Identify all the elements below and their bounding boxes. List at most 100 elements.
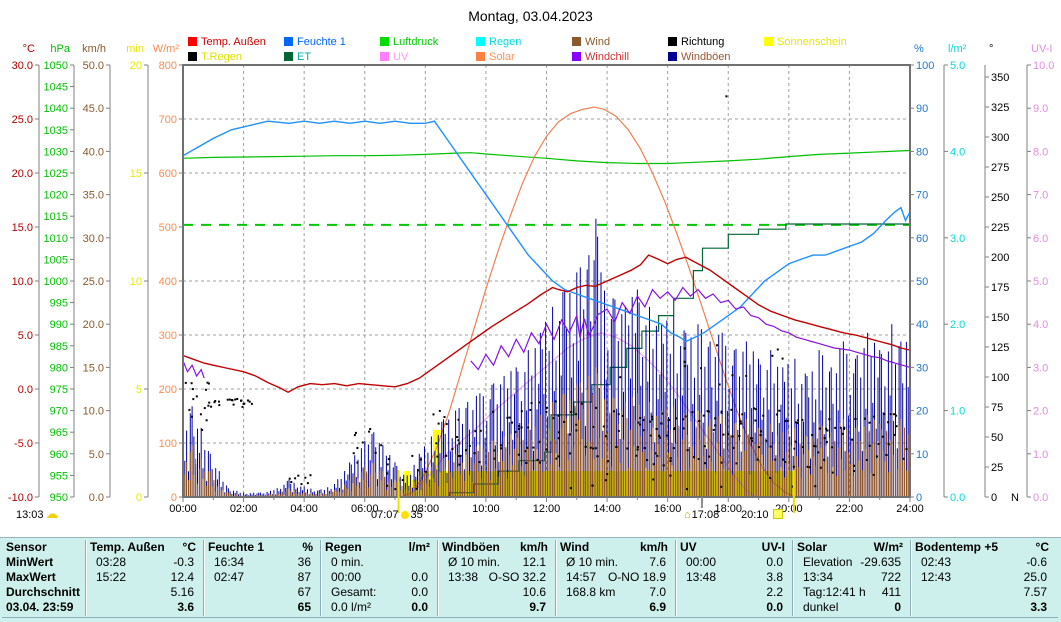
stat-label: 13:38 (448, 570, 479, 584)
svg-text:0.0: 0.0 (89, 492, 104, 504)
legend-label: Luftdruck (393, 36, 439, 48)
svg-text:5: 5 (136, 384, 142, 396)
svg-text:2.0: 2.0 (950, 319, 965, 331)
svg-text:350: 350 (991, 72, 1009, 84)
x-axis: 00:00 02:00 04:00 06:00 08:00 10:00 12:00 14:00… (169, 497, 924, 515)
column-title: Solar (797, 540, 828, 554)
svg-text:30.0: 30.0 (12, 60, 33, 72)
svg-text:995: 995 (50, 298, 68, 310)
svg-text:10: 10 (916, 449, 928, 461)
legend-item-uv: UV (380, 51, 408, 63)
stat-value: 36 (297, 555, 311, 569)
svg-text:150: 150 (991, 312, 1009, 324)
svg-text:1050: 1050 (44, 60, 68, 72)
svg-text:4.0: 4.0 (950, 146, 965, 158)
series-uv (406, 332, 756, 498)
svg-text:50.0: 50.0 (83, 60, 104, 72)
stat-value: 411 (881, 585, 901, 599)
axis-UVI: 0.0 1.0 2.0 3.0 4.0 5.0 6.0 7.0 8.0 9.0 10.0 UV-I (1026, 43, 1054, 504)
legend-label: ET (297, 51, 312, 63)
moon-time-label: 13:03 (16, 509, 44, 521)
svg-text:3.0: 3.0 (1033, 362, 1048, 374)
stat-label: Ø 10 min. (448, 555, 501, 569)
legend-color-swatch (380, 37, 389, 46)
legend-color-swatch (284, 52, 293, 61)
svg-text:5.0: 5.0 (18, 330, 33, 342)
stat-value: 0.0 (766, 555, 783, 569)
legend-color-swatch (764, 37, 773, 46)
legend-color-swatch (476, 37, 485, 46)
svg-text:990: 990 (50, 319, 68, 331)
svg-text:°: ° (989, 43, 993, 55)
legend-item-richtung: Richtung (668, 36, 724, 48)
stat-label: 13:34 (803, 570, 834, 584)
svg-text:90: 90 (916, 103, 928, 115)
svg-text:70: 70 (916, 190, 928, 202)
column-unit: °C (182, 540, 196, 554)
stat-label: 16:34 (214, 555, 245, 569)
row-header: MaxWert (6, 570, 56, 584)
stat-label: 00:00 (686, 555, 717, 569)
column-unit: W/m² (873, 540, 903, 554)
svg-text:5.0: 5.0 (950, 60, 965, 72)
svg-text:275: 275 (991, 162, 1009, 174)
column-unit: UV-I (761, 540, 785, 554)
legend-color-swatch (572, 52, 581, 61)
series-temp-au-en (182, 254, 911, 393)
stat-label: 13:48 (686, 570, 717, 584)
sunrise-annotation: 07:07 35 (371, 509, 423, 521)
svg-text:20: 20 (916, 406, 928, 418)
svg-text:0: 0 (136, 492, 142, 504)
legend-label: Sonnenschein (777, 36, 847, 48)
svg-text:14:00: 14:00 (593, 503, 621, 515)
svg-text:00:00: 00:00 (169, 503, 197, 515)
page-title: Montag, 03.04.2023 (468, 8, 593, 24)
stat-value: 7.6 (649, 555, 666, 569)
svg-text:20.0: 20.0 (83, 319, 104, 331)
svg-text:1030: 1030 (44, 146, 68, 158)
stat-value: 0.0 (766, 600, 783, 614)
svg-text:22:00: 22:00 (836, 503, 864, 515)
stat-value: 65 (297, 600, 311, 614)
svg-text:4.0: 4.0 (1033, 319, 1048, 331)
column-title: Wind (560, 540, 590, 554)
axis-hPa: 950 955 960 965 970 975 980 985 990 995 1000 1005 10… (44, 43, 75, 504)
stat-label: 168.8 km (566, 585, 616, 599)
stat-value: 0.0 (411, 600, 428, 614)
house-icon: ⌂ (684, 509, 691, 521)
svg-text:400: 400 (159, 276, 177, 288)
svg-text:1.0: 1.0 (950, 406, 965, 418)
legend-item-temp-au-en: Temp. Außen (188, 36, 266, 48)
svg-text:200: 200 (159, 384, 177, 396)
legend-color-swatch (476, 52, 485, 61)
stat-label: 02:47 (214, 570, 245, 584)
svg-text:10.0: 10.0 (12, 276, 33, 288)
stat-value: -0.6 (1026, 555, 1047, 569)
svg-text:7.0: 7.0 (1033, 190, 1048, 202)
svg-text:0.0: 0.0 (1033, 492, 1048, 504)
svg-text:1.0: 1.0 (1033, 449, 1048, 461)
sunset-annotation: 20:10 (741, 509, 783, 521)
stat-value: 12.1 (522, 555, 546, 569)
svg-text:975: 975 (50, 384, 68, 396)
svg-text:0: 0 (171, 492, 177, 504)
svg-text:700: 700 (159, 114, 177, 126)
svg-text:40: 40 (916, 319, 928, 331)
svg-text:5.0: 5.0 (1033, 276, 1048, 288)
svg-text:15.0: 15.0 (12, 222, 33, 234)
column-unit: km/h (639, 540, 668, 554)
axis-: 0 10 20 30 40 50 60 70 80 90 100% (910, 43, 934, 504)
cloud-icon: ☁ (45, 506, 59, 521)
stat-value: 0 (894, 600, 901, 614)
row-header: Durchschnitt (6, 585, 81, 599)
legend-label: Temp. Außen (201, 36, 266, 48)
svg-text:100: 100 (159, 438, 177, 450)
svg-text:UV-I: UV-I (1031, 43, 1052, 55)
stat-value: 3.6 (177, 600, 194, 614)
legend-item-feuchte-1: Feuchte 1 (284, 36, 346, 48)
svg-text:10: 10 (130, 276, 142, 288)
svg-text:02:00: 02:00 (230, 503, 258, 515)
legend-label: Windchill (585, 51, 630, 63)
legend-label: Richtung (681, 36, 725, 48)
